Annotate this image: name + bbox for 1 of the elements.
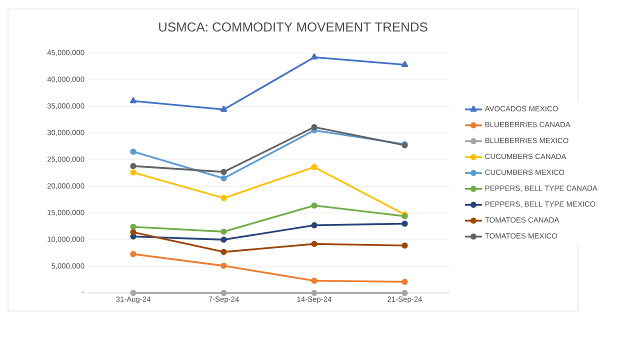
chart-title: USMCA: COMMODITY MOVEMENT TRENDS	[159, 22, 428, 32]
